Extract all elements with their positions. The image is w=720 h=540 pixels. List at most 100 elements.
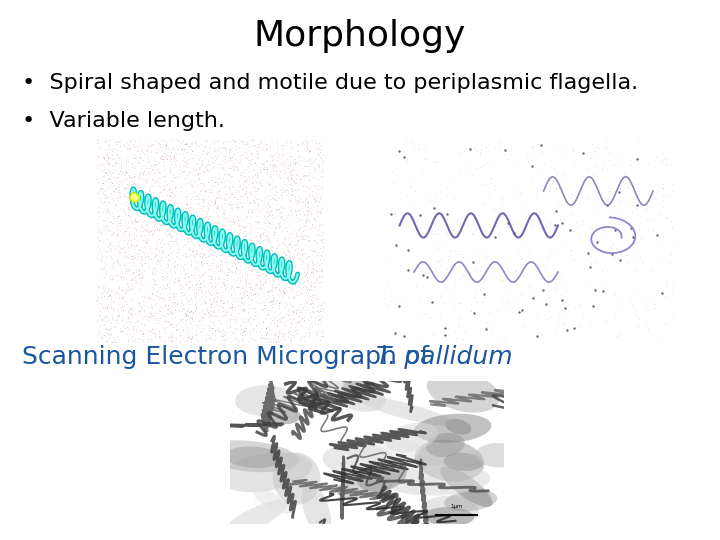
Point — [158, 323, 169, 332]
Point — [164, 201, 176, 210]
Point — [146, 181, 158, 190]
Point — [235, 330, 246, 339]
Point — [176, 282, 188, 291]
Point — [192, 266, 204, 274]
Point — [503, 219, 514, 228]
Point — [554, 308, 565, 317]
Point — [97, 266, 109, 274]
Point — [247, 174, 258, 183]
Point — [262, 232, 274, 240]
Point — [551, 329, 562, 338]
Point — [249, 304, 261, 313]
Point — [153, 207, 165, 215]
Point — [149, 226, 161, 234]
Point — [159, 296, 171, 305]
Point — [201, 161, 212, 170]
Point — [188, 245, 199, 254]
Point — [150, 301, 161, 310]
Point — [280, 329, 292, 338]
Point — [174, 150, 185, 158]
Point — [146, 227, 158, 236]
Point — [193, 292, 204, 300]
Point — [258, 228, 269, 237]
Point — [213, 267, 225, 276]
Point — [140, 227, 152, 236]
Point — [224, 157, 235, 166]
Point — [469, 294, 480, 302]
Point — [273, 333, 284, 342]
Point — [310, 266, 322, 275]
Point — [231, 334, 243, 343]
Point — [220, 152, 231, 161]
Point — [141, 207, 153, 215]
Point — [260, 275, 271, 284]
Point — [228, 334, 240, 343]
Point — [139, 312, 150, 321]
Point — [204, 246, 216, 255]
Point — [232, 176, 243, 184]
Point — [152, 217, 163, 226]
Point — [568, 324, 580, 333]
Text: Photo Researchers, Inc.: Photo Researchers, Inc. — [182, 332, 239, 337]
Point — [287, 331, 298, 340]
Point — [554, 215, 565, 224]
Point — [261, 179, 273, 187]
Point — [181, 200, 192, 209]
Point — [197, 191, 209, 200]
Point — [132, 236, 143, 245]
Point — [181, 310, 192, 319]
Point — [300, 232, 312, 241]
Point — [153, 139, 164, 148]
Point — [234, 221, 246, 230]
Point — [130, 241, 142, 250]
Point — [138, 187, 150, 196]
Point — [258, 245, 269, 253]
Point — [99, 262, 110, 271]
Point — [153, 256, 164, 265]
Point — [174, 163, 185, 171]
Point — [104, 218, 115, 227]
Point — [111, 158, 122, 167]
Point — [233, 309, 245, 318]
Point — [147, 249, 158, 258]
Point — [312, 209, 323, 218]
Point — [102, 305, 113, 313]
Point — [228, 231, 239, 240]
Point — [107, 155, 119, 164]
Point — [288, 302, 300, 311]
Point — [170, 184, 181, 193]
Point — [215, 332, 227, 341]
Point — [108, 264, 120, 273]
Point — [98, 237, 109, 246]
Point — [176, 299, 188, 308]
Point — [300, 328, 312, 336]
Point — [304, 309, 315, 318]
Point — [303, 198, 315, 207]
Point — [289, 206, 301, 214]
Point — [222, 272, 233, 280]
Point — [487, 264, 499, 273]
Point — [312, 185, 324, 194]
Point — [163, 296, 175, 305]
Point — [225, 334, 236, 342]
Point — [113, 294, 125, 303]
Point — [155, 336, 166, 345]
Point — [143, 310, 155, 319]
Point — [228, 313, 239, 322]
Point — [283, 265, 294, 274]
Point — [138, 330, 149, 339]
Point — [230, 249, 242, 258]
Point — [269, 314, 280, 322]
Point — [138, 248, 149, 257]
Point — [101, 150, 112, 159]
Point — [132, 181, 143, 190]
Point — [235, 137, 247, 145]
Point — [217, 174, 229, 183]
Point — [264, 294, 275, 302]
Point — [221, 336, 233, 345]
Point — [267, 303, 279, 312]
Point — [158, 158, 169, 167]
Point — [573, 300, 585, 308]
Point — [239, 140, 251, 149]
Point — [191, 299, 202, 308]
